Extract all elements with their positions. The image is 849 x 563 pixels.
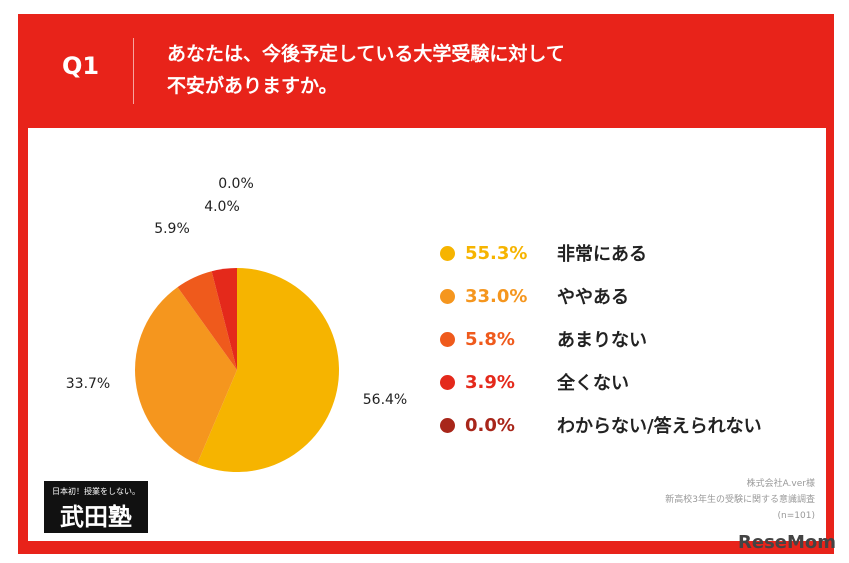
slice-label: 56.4% <box>363 392 407 408</box>
legend-swatch <box>440 331 455 347</box>
source-line: 新高校3年生の受験に関する意識調査 <box>665 495 815 505</box>
legend-percent: 3.9% <box>465 371 515 393</box>
legend-item: 5.8% あまりない <box>440 326 647 352</box>
legend-swatch <box>440 288 455 304</box>
legend-label: 非常にある <box>557 244 647 265</box>
source-line: (n=101) <box>777 511 815 521</box>
pie-slice <box>177 271 237 370</box>
legend-percent: 33.0% <box>465 285 528 307</box>
legend-item: 0.0% わからない/答えられない <box>440 412 762 438</box>
slice-label: 33.7% <box>66 376 110 392</box>
logo-name: 武田塾 <box>60 502 132 531</box>
source-note: 株式会社A.ver様新高校3年生の受験に関する意識調査 (n=101) <box>665 476 815 524</box>
pie-slice <box>197 268 340 473</box>
legend-item: 3.9% 全くない <box>440 369 629 395</box>
pie-slice <box>135 287 237 464</box>
legend-percent: 0.0% <box>465 414 515 436</box>
divider <box>133 38 134 104</box>
legend-swatch <box>440 374 455 390</box>
source-line: 株式会社A.ver様 <box>746 479 815 489</box>
legend-percent: 55.3% <box>465 242 528 264</box>
legend-swatch <box>440 245 455 261</box>
legend-label: 全くない <box>557 373 629 394</box>
title-line-2: 不安がありますか。 <box>167 75 338 97</box>
legend-label: ややある <box>557 287 629 308</box>
legend-label: わからない/答えられない <box>557 416 762 437</box>
legend-label: あまりない <box>557 330 647 351</box>
legend-item: 33.0% ややある <box>440 283 629 309</box>
takedajuku-logo: 日本初！授業をしない。武田塾 <box>44 481 148 533</box>
slice-label: 0.0% <box>218 176 254 192</box>
logo-tagline: 日本初！授業をしない。 <box>52 487 140 496</box>
legend-swatch <box>440 417 455 433</box>
question-title: あなたは、今後予定している大学受験に対して 不安がありますか。 <box>167 38 565 102</box>
legend-percent: 5.8% <box>465 328 515 350</box>
legend-item: 55.3% 非常にある <box>440 240 647 266</box>
slice-label: 4.0% <box>204 199 240 215</box>
watermark: ReseMom <box>738 532 837 553</box>
title-line-1: あなたは、今後予定している大学受験に対して <box>167 43 565 65</box>
pie-slice <box>211 268 237 370</box>
slice-label: 5.9% <box>154 221 190 237</box>
question-number: Q1 <box>62 52 100 80</box>
